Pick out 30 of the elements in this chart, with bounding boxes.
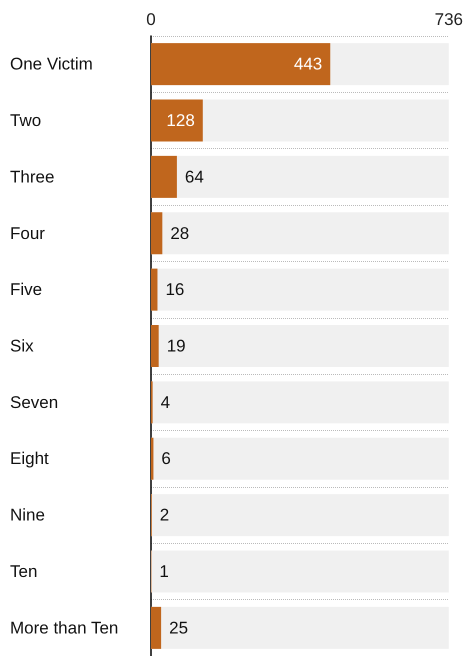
data-label: 1: [159, 562, 169, 581]
bar: [151, 212, 162, 254]
x-tick-label: 0: [146, 10, 156, 29]
data-label: 6: [161, 449, 171, 468]
y-tick-label: Ten: [10, 562, 38, 581]
x-tick-label: 736: [434, 10, 464, 29]
y-tick-label: Five: [10, 280, 42, 300]
bar: [151, 156, 177, 198]
y-tick-label: Three: [10, 167, 54, 186]
bar: [151, 268, 158, 311]
data-label: 128: [166, 111, 195, 130]
y-tick-label: Two: [10, 111, 42, 130]
y-tick-label: One Victim: [10, 54, 93, 74]
bar: [151, 325, 159, 367]
y-tick-label: Nine: [10, 506, 45, 525]
y-tick-label: Six: [10, 336, 34, 356]
data-label: 443: [294, 54, 322, 74]
y-tick-label: Seven: [10, 392, 58, 412]
bar: [151, 606, 162, 649]
data-label: 16: [165, 280, 184, 300]
y-tick-label: Four: [10, 224, 46, 243]
y-tick-label: Eight: [10, 449, 50, 468]
bar: [151, 100, 203, 142]
data-label: 25: [169, 618, 188, 638]
y-tick-label: More than Ten: [10, 618, 118, 638]
data-label: 4: [160, 392, 170, 412]
data-label: 2: [160, 506, 170, 525]
data-label: 19: [166, 336, 186, 356]
data-label: 28: [170, 224, 190, 243]
data-label: 64: [184, 167, 204, 186]
